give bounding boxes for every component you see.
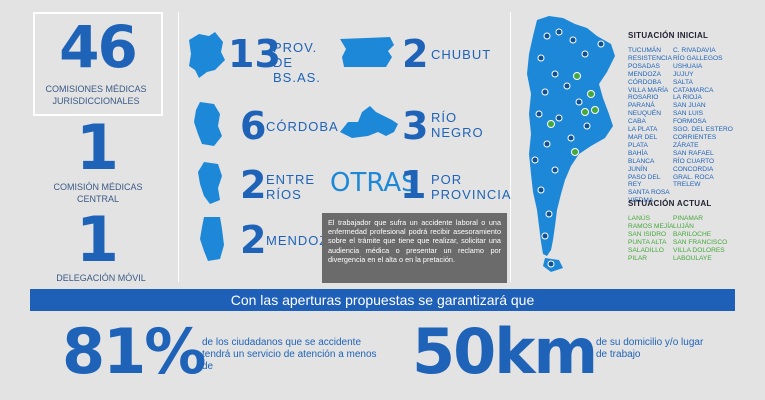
prov-number-mendoza: 2 (240, 218, 267, 262)
situacion-inicial-col1: TUCUMÁN RESISTENCIA POSADAS MENDOZA CÓRD… (628, 47, 674, 205)
mendoza-map-icon (200, 217, 224, 261)
distance-description: de su domicilio y/o lugar de trabajo (596, 337, 704, 360)
prov-label-rionegro: RÍO NEGRO (431, 110, 484, 140)
prov-number-entrerios: 2 (240, 163, 267, 207)
list-item: SALADILLO (628, 246, 664, 254)
list-item: POSADAS (628, 62, 660, 70)
stat-label-comisiones: COMISIONES MÉDICAS JURISDICCIONALES (45, 84, 147, 106)
stat-number-movil: 1 (75, 203, 120, 276)
separator-left (178, 12, 179, 282)
list-item: PINAMAR (673, 215, 704, 222)
prov-number-otras: 1 (400, 163, 427, 207)
prov-number-rionegro: 3 (402, 104, 429, 148)
list-item: VILLA MARÍA (628, 86, 669, 94)
prov-label-otras: POR PROVINCIA (431, 172, 512, 202)
stat-number-comisiones: 46 (59, 13, 138, 81)
list-item: FORMOSA (673, 118, 707, 126)
situacion-inicial-col2: C. RIVADAVIA RÍO GALLEGOS USHUAIA JUJUY … (673, 47, 743, 189)
list-item: GRAL. ROCA (673, 173, 714, 181)
list-item: LUJÁN (673, 222, 694, 230)
list-item: SGO. DEL ESTERO (673, 126, 733, 134)
list-item: LA RIOJA (673, 94, 702, 102)
info-text-box: El trabajador que sufra un accidente lab… (322, 213, 507, 283)
list-item: SAN LUIS (673, 110, 704, 118)
situacion-actual-col2: PINAMAR LUJÁN BARILOCHE SAN FRANCISCO VI… (673, 215, 743, 262)
list-item: ZÁRATE (673, 141, 699, 149)
list-item: CABA (628, 118, 646, 126)
list-item: TRELEW (673, 181, 701, 189)
bsas-map-icon (189, 32, 225, 78)
prov-number-bsas: 13 (228, 32, 281, 76)
prov-label-bsas: PROV. DE BS.AS. (273, 40, 321, 85)
list-item: RÍO GALLEGOS (673, 54, 723, 62)
list-item: LABOULAYE (673, 254, 712, 262)
list-item: SAN JUAN (673, 102, 706, 110)
list-item: BAHÍA BLANCA (628, 149, 655, 165)
list-item: SAN RAFAEL (673, 149, 714, 157)
list-item: CÓRDOBA (628, 78, 662, 86)
separator-right (510, 12, 511, 282)
list-item: SANTA ROSA (628, 189, 670, 197)
list-item: VIEDMA (628, 197, 654, 205)
rionegro-map-icon (340, 106, 398, 138)
list-item: JUJUY (673, 70, 694, 78)
list-item: SALTA (673, 78, 693, 86)
list-item: LANÚS (628, 215, 650, 222)
prov-number-chubut: 2 (402, 32, 429, 76)
list-item: PILAR (628, 254, 648, 262)
prov-label-mendoza: MENDOZA (266, 233, 338, 248)
list-item: VILLA DOLORES (673, 246, 725, 254)
list-item: PARANÁ (628, 102, 655, 110)
list-item: ROSARIO (628, 94, 659, 102)
situacion-actual-col1: LANÚS RAMOS MEJÍA SAN ISIDRO PUNTA ALTA … (628, 215, 674, 262)
list-item: SAN ISIDRO (628, 230, 667, 238)
list-item: CONCORDIA (673, 165, 714, 173)
list-item: LA PLATA (628, 126, 658, 134)
prov-label-cordoba: CÓRDOBA (266, 119, 339, 134)
list-item: PASO DEL REY (628, 173, 661, 189)
list-item: C. RIVADAVIA (673, 47, 716, 54)
entrerios-map-icon (198, 162, 222, 204)
list-item: PUNTA ALTA (628, 238, 667, 246)
chubut-map-icon (340, 37, 394, 67)
cordoba-map-icon (194, 102, 222, 146)
banner-headline: Con las aperturas propuestas se garantiz… (30, 289, 735, 311)
prov-label-chubut: CHUBUT (431, 47, 492, 62)
percent-description: de los ciudadanos que se accidente tendr… (202, 337, 377, 372)
list-item: RÍO CUARTO (673, 157, 715, 165)
argentina-map (527, 16, 615, 272)
list-item: BARILOCHE (673, 230, 712, 238)
list-item: NEUQUÉN (628, 110, 661, 118)
stat-label-central: COMISIÓN MÉDICAS CENTRAL (53, 182, 143, 204)
situacion-inicial-title: SITUACIÓN INICIAL (628, 31, 709, 40)
prov-prefix-otras: OTRAS (330, 168, 418, 198)
stat-number-central: 1 (75, 111, 120, 184)
list-item: SAN FRANCISCO (673, 238, 728, 246)
stat-label-movil: DELEGACIÓN MÓVIL (56, 273, 146, 283)
list-item: CATAMARCA (673, 86, 714, 94)
list-item: MAR DEL PLATA (628, 133, 658, 149)
distance-stat: 50km (412, 315, 598, 388)
prov-number-cordoba: 6 (240, 104, 267, 148)
stat-box-comisiones (33, 12, 163, 116)
list-item: RAMOS MEJÍA (628, 222, 674, 230)
list-item: USHUAIA (673, 62, 703, 70)
list-item: MENDOZA (628, 70, 661, 78)
situacion-actual-title: SITUACIÓN ACTUAL (628, 199, 712, 208)
percent-stat: 81% (62, 315, 206, 388)
list-item: TUCUMÁN (628, 47, 661, 54)
list-item: CORRIENTES (673, 133, 717, 141)
list-item: RESISTENCIA (628, 54, 672, 62)
list-item: JUNÍN (628, 165, 648, 173)
prov-label-entrerios: ENTRE RÍOS (266, 172, 316, 202)
